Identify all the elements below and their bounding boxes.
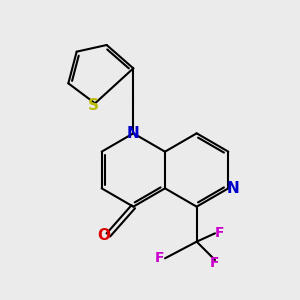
Text: F: F bbox=[215, 226, 225, 240]
Text: N: N bbox=[127, 126, 140, 141]
Text: N: N bbox=[227, 181, 240, 196]
Text: F: F bbox=[210, 256, 220, 270]
Text: F: F bbox=[155, 251, 165, 265]
Text: O: O bbox=[97, 227, 110, 242]
Text: S: S bbox=[88, 98, 99, 112]
